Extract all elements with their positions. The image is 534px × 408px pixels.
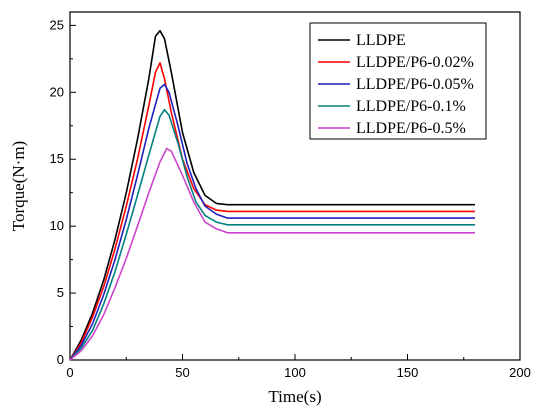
x-tick-label: 200	[509, 365, 531, 380]
x-tick-label: 150	[397, 365, 419, 380]
x-tick-label: 0	[66, 365, 73, 380]
legend-label: LLDPE/P6-0.1%	[356, 98, 466, 115]
y-tick-label: 0	[57, 352, 64, 367]
legend-box	[309, 22, 487, 140]
series-lines	[69, 29, 475, 361]
legend-label: LLDPE/P6-0.5%	[356, 120, 466, 137]
legend-label: LLDPE/P6-0.02%	[356, 54, 474, 71]
y-tick-label: 20	[50, 84, 64, 99]
x-axis-title: Time(s)	[268, 387, 321, 406]
legend: LLDPE LLDPE/P6-0.02% LLDPE/P6-0.05% LLDPE/P…	[309, 22, 487, 140]
legend-label: LLDPE/P6-0.05%	[356, 76, 474, 93]
x-tick-label: 50	[175, 365, 189, 380]
series-line	[69, 29, 475, 361]
series-line	[69, 147, 475, 361]
y-tick-label: 5	[57, 285, 64, 300]
series-line	[69, 108, 475, 361]
axis-ticks: 0 50 100 150 200 0 5 10 15 20 25	[50, 17, 531, 380]
series-line	[69, 83, 475, 361]
y-axis-title: Torque(N·m)	[9, 141, 28, 231]
series-line	[69, 62, 475, 361]
y-tick-label: 10	[50, 218, 64, 233]
x-tick-label: 100	[284, 365, 306, 380]
legend-label: LLDPE	[356, 32, 406, 49]
y-tick-label: 25	[50, 17, 64, 32]
y-tick-label: 15	[50, 151, 64, 166]
